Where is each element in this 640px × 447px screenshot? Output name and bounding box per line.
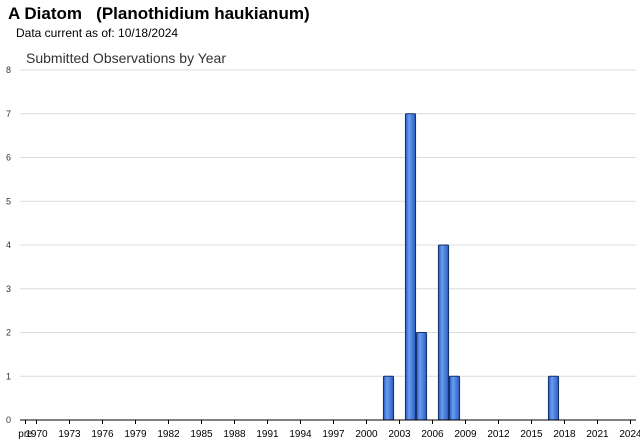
y-tick-label: 8 xyxy=(6,65,11,75)
x-tick-label: 1976 xyxy=(91,429,114,440)
bar xyxy=(382,375,395,421)
x-tick-label: 1979 xyxy=(124,429,147,440)
x-tick-label: 1997 xyxy=(322,429,345,440)
x-tick-label: 2009 xyxy=(454,429,477,440)
x-tick-label: 1988 xyxy=(223,429,246,440)
page-title: A Diatom (Planothidium haukianum) xyxy=(8,4,310,23)
x-tick-label: 1994 xyxy=(289,429,312,440)
x-tick-label: 1985 xyxy=(190,429,213,440)
y-tick-label: 0 xyxy=(6,415,11,425)
x-tick-label: 2000 xyxy=(355,429,378,440)
x-tick-label: 1982 xyxy=(157,429,180,440)
chart-title: Submitted Observations by Year xyxy=(26,50,226,66)
x-tick-label: 2024 xyxy=(619,429,640,440)
bar xyxy=(448,375,461,421)
data-current-date: Data current as of: 10/18/2024 xyxy=(16,26,179,40)
x-tick-label: 2003 xyxy=(388,429,411,440)
x-tick-label: 1991 xyxy=(256,429,279,440)
bar xyxy=(404,113,417,421)
y-tick-label: 1 xyxy=(6,371,11,381)
y-tick-label: 3 xyxy=(6,284,11,294)
x-tick-label: 2015 xyxy=(520,429,543,440)
y-tick-label: 4 xyxy=(6,240,11,250)
y-tick-label: 5 xyxy=(6,196,11,206)
y-tick-label: 7 xyxy=(6,109,11,119)
x-tick-label: 1973 xyxy=(58,429,81,440)
x-tick-label: 2006 xyxy=(421,429,444,440)
x-tick-label: 2012 xyxy=(487,429,510,440)
x-tick-label: 2021 xyxy=(586,429,609,440)
y-tick-label: 6 xyxy=(6,153,11,163)
y-tick-label: 2 xyxy=(6,328,11,338)
bar xyxy=(415,332,428,421)
x-tick-label: 1970 xyxy=(25,429,48,440)
bar xyxy=(547,375,560,421)
x-tick-label: pre xyxy=(18,429,33,440)
bar xyxy=(437,244,450,421)
x-tick-label: 2018 xyxy=(553,429,576,440)
